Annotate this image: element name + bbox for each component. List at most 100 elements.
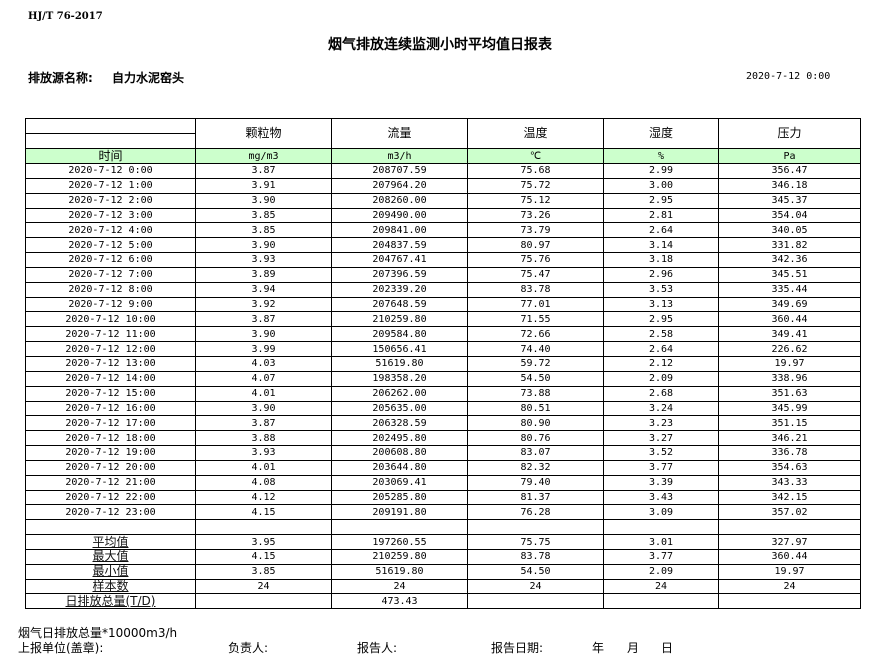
- value-cell: 24: [603, 578, 719, 595]
- time-cell: 2020-7-12 18:00: [25, 430, 196, 447]
- value-cell: 75.72: [467, 177, 604, 194]
- column-header-row: 颗粒物 流量 温度 湿度 压力: [25, 118, 861, 149]
- time-cell: 2020-7-12 14:00: [25, 370, 196, 387]
- time-cell: 2020-7-12 3:00: [25, 207, 196, 224]
- value-cell: 200608.80: [331, 445, 468, 461]
- value-cell: 3.24: [603, 400, 719, 417]
- data-row: 2020-7-12 14:00 4.07 198358.20 54.50 2.09 338…: [25, 370, 861, 387]
- time-cell: 2020-7-12 10:00: [25, 311, 196, 328]
- value-cell: 202495.80: [331, 430, 468, 447]
- value-cell: 3.77: [603, 548, 719, 565]
- value-cell: 75.47: [467, 266, 604, 283]
- value-cell: 3.88: [195, 430, 332, 447]
- value-cell: 3.39: [603, 474, 719, 491]
- value-cell: 3.99: [195, 341, 332, 357]
- stat-row: 样本数 24 24 24 24 24: [25, 578, 861, 595]
- data-row: 2020-7-12 22:00 4.12 205285.80 81.37 3.43 342…: [25, 489, 861, 506]
- stat-label: 最大值: [25, 548, 196, 565]
- report-title: 烟气排放连续监测小时平均值日报表: [328, 37, 552, 53]
- reporting-unit-label: 上报单位(盖章):: [18, 641, 104, 655]
- value-cell: 340.05: [718, 222, 861, 239]
- value-cell: 19.97: [718, 355, 861, 372]
- unit-cell: ℃: [467, 148, 604, 164]
- stat-label: 样本数: [25, 578, 196, 595]
- data-row: 2020-7-12 12:00 3.99 150656.41 74.40 2.64 226…: [25, 341, 861, 357]
- value-cell: 19.97: [718, 563, 861, 580]
- value-cell: 2.64: [603, 341, 719, 357]
- value-cell: 24: [331, 578, 468, 595]
- value-cell: 327.97: [718, 534, 861, 550]
- value-cell: 3.91: [195, 177, 332, 194]
- value-cell: 205635.00: [331, 400, 468, 417]
- value-cell: 83.78: [467, 281, 604, 298]
- value-cell: 83.07: [467, 445, 604, 461]
- year-label: 年: [592, 641, 605, 655]
- value-cell: 204767.41: [331, 252, 468, 268]
- column-header: 颗粒物: [195, 118, 332, 149]
- value-cell: 207396.59: [331, 266, 468, 283]
- value-cell: 345.99: [718, 400, 861, 417]
- time-cell: 2020-7-12 23:00: [25, 504, 196, 521]
- data-row: 2020-7-12 2:00 3.90 208260.00 75.12 2.95 345.…: [25, 192, 861, 209]
- value-cell: 226.62: [718, 341, 861, 357]
- value-cell: 207648.59: [331, 296, 468, 313]
- value-cell: 72.66: [467, 326, 604, 343]
- value-cell: 82.32: [467, 459, 604, 476]
- time-cell: 2020-7-12 13:00: [25, 355, 196, 372]
- value-cell: 3.90: [195, 237, 332, 254]
- value-cell: 345.51: [718, 266, 861, 283]
- value-cell: 3.93: [195, 445, 332, 461]
- value-cell: 336.78: [718, 445, 861, 461]
- value-cell: 4.03: [195, 355, 332, 372]
- value-cell: 51619.80: [331, 563, 468, 580]
- value-cell: 24: [718, 578, 861, 595]
- value-cell: 3.85: [195, 207, 332, 224]
- value-cell: 75.68: [467, 163, 604, 179]
- source-label: 排放源名称:: [28, 71, 93, 85]
- value-cell: 349.41: [718, 326, 861, 343]
- data-row: 2020-7-12 21:00 4.08 203069.41 79.40 3.39 343…: [25, 474, 861, 491]
- time-cell: 2020-7-12 0:00: [25, 163, 196, 179]
- time-cell: 2020-7-12 8:00: [25, 281, 196, 298]
- value-cell: [603, 593, 719, 610]
- value-cell: 346.21: [718, 430, 861, 447]
- time-cell: 2020-7-12 4:00: [25, 222, 196, 239]
- value-cell: 3.18: [603, 252, 719, 268]
- source-name: 自力水泥窑头: [112, 71, 185, 85]
- time-cell: 2020-7-12 21:00: [25, 474, 196, 491]
- value-cell: 197260.55: [331, 534, 468, 550]
- value-cell: 75.12: [467, 192, 604, 209]
- data-row: 2020-7-12 19:00 3.93 200608.80 83.07 3.52 336…: [25, 445, 861, 461]
- value-cell: 75.76: [467, 252, 604, 268]
- value-cell: 71.55: [467, 311, 604, 328]
- time-cell: 2020-7-12 2:00: [25, 192, 196, 209]
- unit-cell: m3/h: [331, 148, 468, 164]
- value-cell: 73.88: [467, 385, 604, 402]
- value-cell: 342.36: [718, 252, 861, 268]
- responsible-label: 负责人:: [228, 641, 269, 655]
- time-cell: [25, 519, 196, 536]
- data-row: 2020-7-12 5:00 3.90 204837.59 80.97 3.14 331.…: [25, 237, 861, 254]
- time-cell: 2020-7-12 22:00: [25, 489, 196, 506]
- value-cell: 80.51: [467, 400, 604, 417]
- value-cell: 360.44: [718, 311, 861, 328]
- value-cell: 357.02: [718, 504, 861, 521]
- report-table: 颗粒物 流量 温度 湿度 压力 时间 mg/m3 m3/h ℃ % Pa 202…: [25, 118, 861, 610]
- stat-label: 日排放总量(T/D): [25, 593, 196, 610]
- value-cell: 3.90: [195, 192, 332, 209]
- value-cell: 205285.80: [331, 489, 468, 506]
- value-cell: 208260.00: [331, 192, 468, 209]
- value-cell: [718, 593, 861, 610]
- value-cell: 3.14: [603, 237, 719, 254]
- value-cell: 354.04: [718, 207, 861, 224]
- value-cell: 73.79: [467, 222, 604, 239]
- time-header: 时间: [25, 148, 196, 164]
- value-cell: 76.28: [467, 504, 604, 521]
- data-row: 2020-7-12 8:00 3.94 202339.20 83.78 3.53 335.…: [25, 281, 861, 298]
- column-header: 压力: [718, 118, 861, 149]
- value-cell: 80.76: [467, 430, 604, 447]
- data-row: 2020-7-12 3:00 3.85 209490.00 73.26 2.81 354.…: [25, 207, 861, 224]
- report-date-label: 报告日期:: [491, 641, 544, 655]
- value-cell: 2.96: [603, 266, 719, 283]
- value-cell: 356.47: [718, 163, 861, 179]
